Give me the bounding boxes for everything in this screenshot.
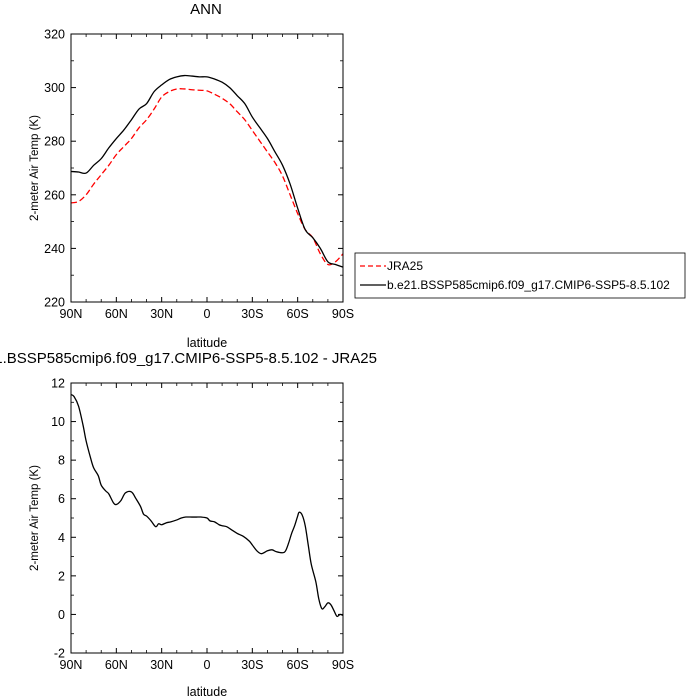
bottom-x-tick-label: 60S	[287, 658, 309, 672]
legend-box	[354, 252, 686, 299]
bottom-x-tick-label: 30S	[241, 658, 263, 672]
bottom-x-tick-label: 60N	[105, 658, 128, 672]
bottom-x-tick-label: 0	[204, 658, 211, 672]
top-plot-frame	[70, 33, 344, 303]
bottom-chart-title: b.e21.BSSP585cmip6.f09_g17.CMIP6-SSP5-8.…	[0, 350, 377, 367]
top-y-tick-label: 300	[44, 81, 65, 95]
bottom-axis-ticks: 90N 60N 30N 0 30S 60S 90S -2 0 2 4 6 8 10 12	[51, 377, 354, 673]
legend-label-jra25: JRA25	[387, 259, 423, 273]
top-y-tick-label: 220	[44, 296, 65, 310]
bottom-y-tick-label: 12	[51, 377, 65, 391]
top-y-tick-label: 320	[44, 28, 65, 42]
bottom-x-tick-label: 30N	[150, 658, 173, 672]
top-x-tick-label: 30S	[241, 307, 263, 321]
bottom-x-axis-label: latitude	[187, 685, 227, 699]
top-x-tick-label: 90S	[332, 307, 354, 321]
bottom-x-tick-label: 90S	[332, 658, 354, 672]
bottom-y-tick-label: 10	[51, 415, 65, 429]
top-series-lines	[70, 74, 344, 268]
top-x-axis-label: latitude	[187, 336, 227, 350]
bottom-y-tick-label: 0	[58, 608, 65, 622]
top-x-tick-label: 60N	[105, 307, 128, 321]
bottom-x-tick-label: 90N	[60, 658, 83, 672]
top-x-tick-label: 60S	[287, 307, 309, 321]
legend: JRA25 b.e21.BSSP585cmip6.f09_g17.CMIP6-S…	[354, 252, 686, 299]
bottom-y-tick-label: 6	[58, 492, 65, 506]
bottom-plot-frame	[70, 382, 344, 654]
legend-label-model: b.e21.BSSP585cmip6.f09_g17.CMIP6-SSP5-8.…	[387, 278, 670, 292]
bottom-y-tick-label: 2	[58, 569, 65, 583]
top-x-tick-label: 0	[204, 307, 211, 321]
bottom-y-tick-label: 4	[58, 531, 65, 545]
top-series-line-model	[70, 74, 344, 268]
top-y-tick-label: 280	[44, 135, 65, 149]
bottom-y-tick-label: 8	[58, 454, 65, 468]
top-panel: ANN 2-meter Air Temp (K) latitude 90N 60N…	[29, 1, 686, 350]
bottom-panel: b.e21.BSSP585cmip6.f09_g17.CMIP6-SSP5-8.…	[0, 350, 377, 699]
top-chart-title: ANN	[190, 1, 222, 18]
bottom-y-tick-label: -2	[54, 647, 65, 661]
top-series-line-jra25	[70, 88, 344, 266]
bottom-series-lines	[70, 393, 344, 618]
bottom-y-axis-label: 2-meter Air Temp (K)	[29, 465, 41, 571]
top-x-tick-label: 30N	[150, 307, 173, 321]
top-y-tick-label: 260	[44, 188, 65, 202]
top-axis-ticks: 90N 60N 30N 0 30S 60S 90S 220 240 260 280 300 320	[44, 28, 354, 322]
top-y-tick-label: 240	[44, 242, 65, 256]
bottom-series-line-model	[70, 393, 344, 618]
top-x-tick-label: 90N	[60, 307, 83, 321]
top-y-axis-label: 2-meter Air Temp (K)	[29, 115, 41, 221]
